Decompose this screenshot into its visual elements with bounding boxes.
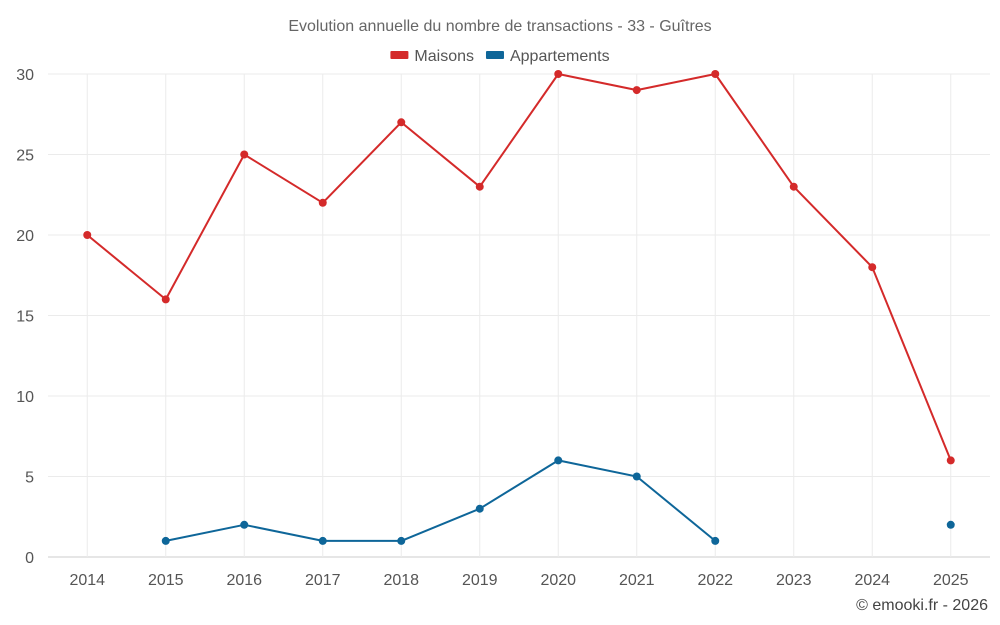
series-layer [83,70,955,545]
data-point-appartements[interactable] [161,536,170,545]
y-tick-label: 10 [16,389,34,406]
grid-lines [48,73,990,558]
data-point-appartements[interactable] [397,536,406,545]
y-tick-label: 5 [25,470,34,487]
data-point-appartements[interactable] [318,536,327,545]
data-point-maisons[interactable] [711,70,720,78]
data-point-maisons[interactable] [397,118,406,127]
x-tick-label: 2025 [933,572,969,589]
legend-item-maisons[interactable]: Maisons [390,48,474,65]
data-point-maisons[interactable] [475,182,484,191]
legend-swatch-maisons [390,51,409,59]
y-axis: 0 5 10 15 20 25 30 [16,67,34,567]
legend: Maisons Appartements [390,48,610,65]
x-tick-label: 2016 [226,572,262,589]
data-point-maisons[interactable] [868,263,877,272]
x-tick-label: 2024 [854,572,890,589]
x-tick-label: 2023 [776,572,812,589]
x-axis: 2014 2015 2016 2017 2018 2019 2020 2021 2022 2023… [69,572,968,589]
x-tick-label: 2019 [462,572,498,589]
x-tick-label: 2015 [148,572,184,589]
x-tick-label: 2020 [540,572,576,589]
legend-item-appartements[interactable]: Appartements [485,48,610,65]
y-tick-label: 30 [16,67,34,84]
series-line-maisons [86,73,952,461]
y-tick-label: 25 [16,148,34,165]
data-point-appartements[interactable] [632,472,641,481]
y-tick-label: 0 [25,550,34,567]
y-tick-label: 20 [16,228,34,245]
y-tick-label: 15 [16,309,34,326]
x-tick-label: 2022 [697,572,733,589]
data-point-appartements[interactable] [946,520,955,529]
data-point-maisons[interactable] [789,182,798,191]
chart-title: Evolution annuelle du nombre de transact… [288,18,711,35]
data-point-maisons[interactable] [318,198,327,207]
x-tick-label: 2017 [305,572,341,589]
data-point-maisons[interactable] [632,86,641,95]
legend-label-maisons: Maisons [414,48,474,65]
legend-label-appartements: Appartements [510,48,610,65]
data-point-appartements[interactable] [554,456,563,465]
series-appartements [161,456,955,545]
legend-swatch-appartements [485,51,504,59]
data-point-maisons[interactable] [161,295,170,304]
x-tick-label: 2014 [69,572,105,589]
data-point-appartements[interactable] [240,520,249,529]
data-point-maisons[interactable] [946,456,955,465]
credit-text: © emooki.fr - 2026 [856,597,988,614]
series-maisons [83,70,955,465]
data-point-maisons[interactable] [240,150,249,159]
data-point-appartements[interactable] [711,536,720,545]
x-tick-label: 2018 [383,572,419,589]
x-tick-label: 2021 [619,572,655,589]
data-point-maisons[interactable] [554,70,563,78]
data-point-appartements[interactable] [475,504,484,513]
series-line-appartements [165,459,716,542]
data-point-maisons[interactable] [83,231,92,239]
